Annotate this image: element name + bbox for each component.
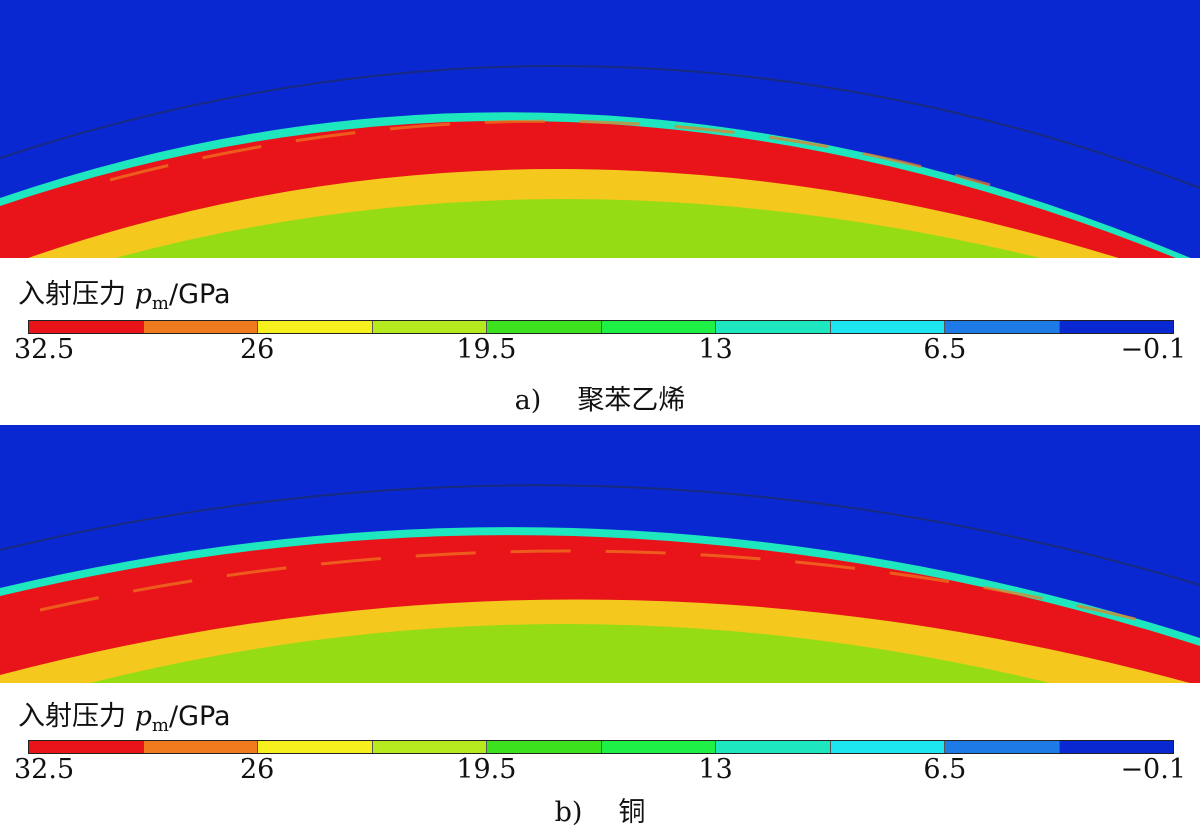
- caption-a: a) 聚苯乙烯: [514, 385, 686, 416]
- colorbar-tick-label: 6.5: [923, 334, 967, 365]
- colorbar-tick-label: 19.5: [456, 754, 517, 785]
- colorbar-b: [28, 740, 1174, 754]
- core-pressure-zone: [90, 624, 1050, 683]
- colorbar-segment: [371, 741, 486, 753]
- colorbar-tick-label: −0.1: [1120, 754, 1186, 785]
- colorbar-segment: [829, 321, 944, 333]
- streak-line: [39, 549, 1161, 627]
- colorbar-tick-label: −0.1: [1120, 334, 1186, 365]
- colorbar-tick-label: 13: [698, 334, 733, 365]
- colorbar-segment: [257, 321, 372, 333]
- colorbar-tick-label: 32.5: [14, 754, 75, 785]
- colorbar-tick-label: 6.5: [923, 754, 967, 785]
- colorbar-ticks-a: 32.5 26 19.5 13 6.5 −0.1: [0, 334, 1200, 370]
- colorbar-segment: [29, 321, 143, 333]
- colorbar-segment: [715, 321, 830, 333]
- colorbar-segment: [371, 321, 486, 333]
- colorbar-segment: [257, 741, 372, 753]
- colorbar-tick-label: 19.5: [456, 334, 517, 365]
- colorbar-segment: [142, 321, 257, 333]
- legend-label-a: 入射压力 pm/GPa: [18, 279, 231, 314]
- colorbar-segment: [944, 321, 1059, 333]
- reflected-wave-line: [0, 484, 1200, 586]
- pressure-field-panel-b: [0, 425, 1200, 683]
- colorbar-segment: [715, 741, 830, 753]
- legend-label-b: 入射压力 pm/GPa: [18, 701, 231, 736]
- colorbar-ticks-b: 32.5 26 19.5 13 6.5 −0.1: [0, 754, 1200, 790]
- colorbar-segment: [829, 741, 944, 753]
- colorbar-tick-label: 32.5: [14, 334, 75, 365]
- colorbar-tick-label: 13: [698, 754, 733, 785]
- colorbar-segment: [600, 741, 715, 753]
- core-pressure-zone: [115, 199, 1040, 258]
- pressure-field-panel-a: [0, 0, 1200, 258]
- colorbar-segment: [29, 741, 143, 753]
- colorbar-segment: [600, 321, 715, 333]
- reflected-wave-line: [0, 64, 1200, 189]
- colorbar-tick-label: 26: [240, 334, 275, 365]
- colorbar-segment: [486, 741, 601, 753]
- colorbar-a: [28, 320, 1174, 334]
- colorbar-segment: [944, 741, 1059, 753]
- streak-line: [109, 119, 991, 187]
- caption-b: b) 铜: [554, 797, 646, 828]
- colorbar-segment: [486, 321, 601, 333]
- colorbar-tick-label: 26: [240, 754, 275, 785]
- colorbar-segment: [142, 741, 257, 753]
- colorbar-segment: [1058, 321, 1173, 333]
- colorbar-segment: [1058, 741, 1173, 753]
